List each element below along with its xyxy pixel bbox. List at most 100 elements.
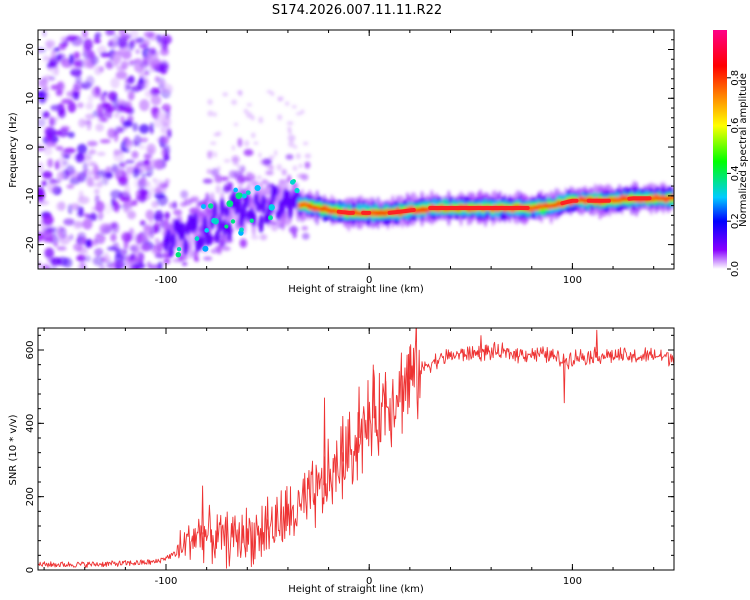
spectrogram-blobs (38, 30, 674, 269)
spectrogram-spot (241, 193, 247, 199)
spectrogram-cell (203, 256, 213, 261)
spectrogram-ridge-cell (219, 198, 225, 216)
spectrogram-cell (216, 165, 221, 171)
snr-spike (341, 415, 345, 462)
colorbar: 0.0 0.2 0.4 0.6 0.8 Normalized spectral ampl… (713, 30, 749, 277)
spectrogram-cell (161, 135, 170, 145)
spectrogram-cell (124, 184, 131, 197)
spectrogram-cell (192, 249, 199, 260)
spectrogram-cell (282, 179, 287, 185)
spectrogram-cell (111, 222, 120, 234)
spectrogram-peak-segment (560, 198, 579, 206)
spectrogram-cell (87, 94, 94, 103)
spectrogram-cell (243, 149, 254, 157)
spectrogram-cell (292, 231, 297, 239)
spectrogram-cell (223, 158, 231, 163)
spectrogram-frame (37, 29, 675, 270)
spectrogram-cell (149, 231, 154, 239)
spectrogram-cell (281, 168, 287, 176)
spectrogram-ylabel: Frequency (Hz) (8, 112, 19, 188)
spectrogram-cell (93, 175, 101, 181)
spectrogram-cell (143, 159, 150, 166)
spectrogram-cell (45, 39, 56, 48)
spectrogram-cell (150, 94, 162, 106)
spectrogram-cell (73, 61, 82, 67)
y-tick-label: 10 (25, 92, 36, 105)
spectrogram-cell (82, 218, 93, 230)
spectrogram-cell (266, 90, 272, 94)
spectrogram-cell (128, 59, 137, 66)
spectrogram-cell (45, 226, 58, 233)
spectrogram-cell (97, 212, 104, 219)
spectrogram-cell (38, 109, 44, 114)
spectrogram-cell (38, 200, 50, 206)
spectrogram-cell (42, 214, 54, 226)
spectrogram-cell (73, 81, 84, 90)
spectrogram-ridge-cell (273, 185, 279, 196)
spectrogram-cell (239, 238, 248, 248)
spectrogram-cell (96, 170, 107, 178)
spectrogram-cell (38, 161, 45, 174)
spectrogram-cell (78, 118, 86, 128)
spectrogram-cell (276, 164, 283, 171)
spectrogram-cell (105, 61, 114, 70)
spectrogram-cell (221, 186, 231, 194)
spectrogram-spot (202, 245, 209, 252)
spectrogram-cell (89, 212, 98, 222)
spectrogram-cell (144, 90, 154, 98)
spectrogram-cell (233, 122, 239, 127)
spectrogram-cell (138, 144, 146, 150)
x-tick-label: 0 (366, 576, 372, 587)
spectrogram-cell (46, 181, 58, 194)
spectrogram-cell (44, 247, 55, 259)
spectrogram-heatmap (38, 30, 674, 269)
spectrogram-cell (168, 202, 174, 209)
spectrogram-cell (156, 79, 167, 86)
spectrogram-cell (183, 198, 193, 206)
y-tick-label: 200 (25, 487, 36, 506)
spectrogram-ridge-cell (214, 230, 220, 244)
spectrogram-cell (149, 47, 157, 56)
spectrogram-cell (85, 238, 92, 248)
spectrogram-cell (135, 49, 140, 54)
spectrogram-cell (226, 180, 230, 186)
spectrogram-cell (210, 141, 217, 145)
spectrogram-cell (45, 127, 57, 137)
spectrogram-cell (237, 137, 243, 148)
spectrogram-cell (137, 186, 150, 195)
spectrogram-cell (246, 103, 253, 107)
colorbar-label: Normalized spectral amplitude (738, 73, 749, 227)
snr-spike (266, 496, 269, 530)
spectrogram-cell (138, 123, 150, 134)
spectrogram-cell (160, 39, 168, 50)
spectrogram-cell (296, 173, 306, 179)
spectrogram-cell (82, 30, 88, 39)
spectrogram-cell (252, 180, 259, 185)
spectrogram-ridge-cell (253, 192, 259, 206)
colorbar-tick-label: 0.0 (730, 261, 741, 277)
spectrogram-cell (159, 63, 168, 70)
spectrogram-cell (304, 153, 312, 159)
spectrogram-cell (75, 153, 85, 164)
spectrogram-cell (273, 149, 278, 157)
snr-series-line (38, 328, 674, 569)
spectrogram-cell (77, 171, 87, 183)
spectrogram-cell (265, 170, 274, 176)
colorbar-ticks: 0.0 0.2 0.4 0.6 0.8 (727, 70, 741, 277)
spectrogram-cell (239, 165, 246, 174)
spectrogram-ridge-cell (226, 221, 233, 241)
snr-spike (563, 360, 566, 404)
spectrogram-cell (148, 216, 154, 225)
spectrogram-cell (118, 30, 127, 38)
spectrogram-cell (88, 149, 97, 155)
spectrogram-cell (217, 245, 222, 255)
spectrogram-cell (139, 60, 149, 69)
spectrogram-cell (69, 234, 74, 241)
spectrogram-ridge-cell (187, 235, 193, 259)
spectrogram-cell (120, 254, 126, 262)
spectrogram-cell (99, 263, 106, 269)
spectrogram-ridge-cell (180, 222, 186, 240)
spectrogram-cell (78, 190, 84, 200)
spectrogram-cell (145, 172, 151, 177)
y-tick-label: 400 (25, 414, 36, 433)
